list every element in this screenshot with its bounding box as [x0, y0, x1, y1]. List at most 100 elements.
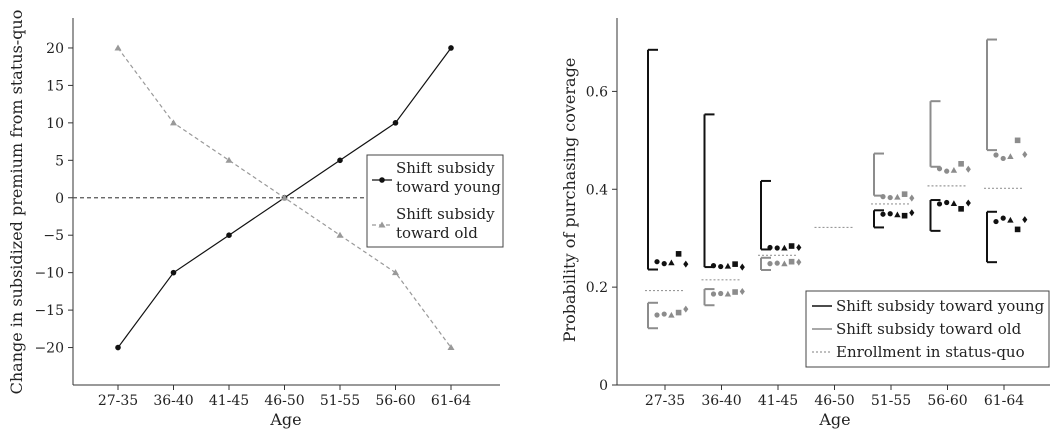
old-series-point — [170, 119, 177, 126]
young-point — [739, 263, 745, 271]
young-point — [944, 199, 950, 206]
young-series-point — [448, 45, 454, 51]
left-legend-young-line2: toward young — [396, 178, 501, 196]
left-legend-young-marker — [379, 177, 385, 183]
young-point — [718, 263, 724, 270]
young-point — [887, 211, 893, 217]
young-series-point — [337, 157, 343, 164]
old-point — [718, 290, 724, 297]
right-x-axis-label: Age — [818, 410, 850, 429]
young-point — [993, 218, 999, 225]
young-point — [1007, 216, 1014, 223]
left-y-tick-label: −20 — [34, 341, 64, 357]
young-point — [788, 243, 795, 249]
young-point — [965, 199, 971, 207]
right-legend: Shift subsidy toward young Shift subsidy… — [805, 290, 1050, 368]
young-point — [683, 260, 689, 268]
left-x-tick-label: 56-60 — [375, 393, 415, 409]
young-series-point — [392, 120, 399, 126]
left-x-tick-label: 36-40 — [153, 393, 193, 409]
old-point — [958, 161, 964, 167]
old-point — [739, 288, 745, 296]
right-y-tick-label: 0.6 — [586, 84, 608, 100]
left-y-tick-label: 10 — [46, 116, 64, 132]
left-x-tick-label: 46-50 — [264, 393, 304, 409]
left-legend-young-line1: Shift subsidy — [396, 159, 495, 177]
left-y-tick-label: 0 — [55, 191, 64, 207]
young-point — [909, 209, 915, 217]
right-axes: 0 0.2 0.4 0.6 27-35 36-40 41-45 46-50 51-55 56-60… — [586, 18, 1050, 409]
old-series-point — [281, 194, 288, 201]
old-point — [788, 258, 795, 265]
left-y-tick-label: −10 — [34, 266, 64, 282]
old-point — [1014, 137, 1021, 144]
right-y-tick-label: 0.2 — [586, 280, 608, 296]
right-y-tick-label: 0.4 — [586, 182, 608, 198]
young-point — [767, 244, 773, 251]
old-point — [901, 191, 908, 197]
left-x-tick-label: 51-55 — [320, 393, 360, 409]
young-series-point — [226, 232, 232, 239]
old-point — [654, 312, 660, 318]
old-series-point — [336, 231, 344, 238]
left-legend-old-label: Shift subsidy toward old — [396, 205, 499, 242]
young-point — [1000, 215, 1006, 221]
young-point — [724, 262, 732, 269]
young-point — [710, 263, 717, 269]
old-point — [675, 309, 682, 316]
old-point — [1022, 151, 1028, 159]
right-y-axis-label: Probability of purchasing coverage — [560, 58, 579, 343]
young-point — [936, 201, 943, 207]
left-y-tick-label: 20 — [46, 41, 64, 57]
left-legend-old-line2: toward old — [396, 224, 478, 242]
old-point — [965, 165, 971, 173]
old-point — [710, 291, 717, 297]
left-legend-old-marker — [378, 221, 386, 228]
left-legend-box — [366, 154, 504, 248]
old-point — [936, 166, 943, 172]
right-legend-statusquo-label: Enrollment in status-quo — [836, 343, 1025, 361]
left-x-tick-label: 61-64 — [431, 393, 471, 409]
old-point — [781, 260, 788, 267]
old-point — [683, 305, 689, 313]
old-point — [774, 260, 780, 266]
right-legend-old-label: Shift subsidy toward old — [836, 320, 1022, 338]
young-point — [661, 261, 667, 267]
old-point — [796, 258, 802, 266]
right-x-tick-label: 46-50 — [814, 393, 854, 409]
right-x-tick-label: 41-45 — [758, 393, 798, 409]
young-point — [901, 212, 908, 219]
old-point — [880, 194, 886, 200]
old-series-point — [392, 269, 399, 276]
old-point — [1007, 153, 1014, 160]
young-point — [732, 261, 738, 267]
left-axes: −20 −15 −10 −5 0 5 10 15 20 27-35 36-40 41-45 46-50 5… — [34, 18, 500, 409]
right-legend-young-label: Shift subsidy toward young — [836, 297, 1045, 315]
young-point — [894, 211, 901, 218]
coverage-probability-chart: 0 0.2 0.4 0.6 27-35 36-40 41-45 46-50 51-55 56-60… — [560, 18, 1050, 429]
old-point — [668, 311, 675, 318]
left-series — [114, 44, 455, 351]
old-point — [894, 193, 901, 200]
young-point — [668, 259, 675, 266]
left-y-tick-label: −5 — [43, 228, 64, 244]
old-point — [950, 166, 958, 173]
old-point — [944, 168, 950, 174]
young-point — [781, 244, 788, 251]
premium-change-chart: −20 −15 −10 −5 0 5 10 15 20 27-35 36-40 41-45 46-50 5… — [7, 10, 504, 429]
old-series-point — [225, 156, 233, 163]
right-series — [645, 38, 1028, 330]
right-x-tick-label: 36-40 — [701, 393, 741, 409]
left-x-axis-label: Age — [269, 410, 301, 429]
left-legend: Shift subsidy toward young Shift subsidy… — [366, 154, 504, 248]
right-legend-box — [805, 290, 1050, 368]
young-series-point — [170, 269, 177, 276]
young-point — [796, 243, 802, 252]
young-series-point — [115, 344, 121, 351]
old-point — [909, 194, 915, 202]
right-x-tick-label: 61-64 — [984, 393, 1024, 409]
old-point — [767, 261, 773, 267]
young-point — [880, 211, 886, 217]
left-legend-young-label: Shift subsidy toward young — [396, 159, 501, 196]
